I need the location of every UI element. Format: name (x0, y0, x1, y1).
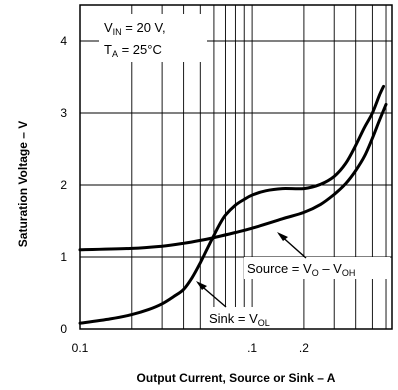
x-tick-label: .1 (247, 341, 257, 355)
sink-label-box (206, 307, 272, 329)
source-label: Source = VO – VOH (247, 261, 355, 278)
sink-pointer-arrowhead (196, 281, 207, 290)
y-tick-label: 1 (60, 250, 67, 264)
curves (78, 84, 388, 325)
source-curve (78, 102, 388, 252)
y-tick-label: 3 (60, 106, 67, 120)
y-tick-label: 2 (60, 178, 67, 192)
sink-label: Sink = VOL (209, 311, 270, 328)
y-tick-label: 0 (60, 322, 67, 336)
plot-frame (79, 4, 393, 330)
x-tick-label: .2 (299, 341, 309, 355)
tick-labels: 0.1 .1 .2 0 1 2 3 4 (60, 34, 309, 355)
y-axis-title: Saturation Voltage – V (16, 121, 30, 247)
y-tick-label: 4 (60, 34, 67, 48)
conditions-box (99, 14, 207, 62)
condition-ta: TA = 25°C (104, 42, 162, 59)
x-tick-label: 0.1 (72, 341, 89, 355)
source-label-box (244, 257, 390, 279)
source-pointer-arrowhead (277, 232, 288, 241)
sink-curve (78, 84, 385, 325)
condition-vin: VIN = 20 V, (104, 20, 166, 37)
x-axis-title: Output Current, Source or Sink – A (137, 371, 336, 385)
